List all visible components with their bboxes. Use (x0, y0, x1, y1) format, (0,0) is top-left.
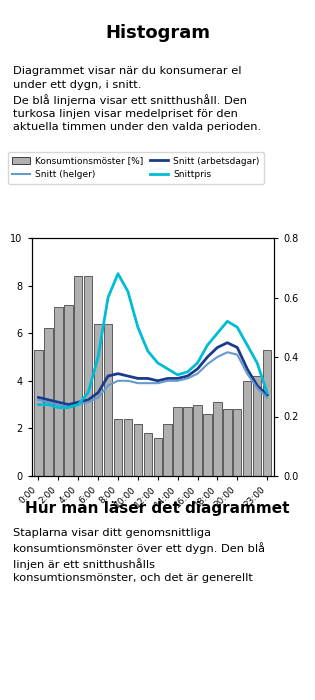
Bar (104, 323, 112, 476)
Bar (203, 414, 212, 476)
Bar (253, 376, 261, 476)
Bar (223, 410, 232, 476)
Bar (183, 407, 192, 476)
Bar (153, 438, 162, 476)
Bar (94, 323, 102, 476)
Bar (173, 407, 182, 476)
Text: Hur man läser det diagrammet: Hur man läser det diagrammet (25, 500, 290, 515)
Legend: Konsumtionsmöster [%], Snitt (helger), Snitt (arbetsdagar), Snittpris: Konsumtionsmöster [%], Snitt (helger), S… (8, 152, 264, 183)
Bar (114, 419, 122, 476)
Bar (34, 350, 43, 476)
Bar (124, 419, 132, 476)
Bar (213, 402, 222, 476)
Bar (193, 405, 202, 476)
Bar (263, 350, 271, 476)
Bar (84, 276, 92, 476)
Text: Diagrammet visar när du konsumerar el
under ett dygn, i snitt.
De blå linjerna v: Diagrammet visar när du konsumerar el un… (13, 66, 261, 132)
Bar (144, 433, 152, 476)
Text: Staplarna visar ditt genomsnittliga
konsumtionsmönster över ett dygn. Den blå
li: Staplarna visar ditt genomsnittliga kons… (13, 528, 265, 583)
Bar (74, 276, 83, 476)
Bar (44, 328, 53, 476)
Text: Histogram: Histogram (105, 25, 210, 43)
Bar (163, 424, 172, 476)
Bar (64, 304, 72, 476)
Bar (54, 307, 63, 476)
Bar (243, 381, 251, 476)
Bar (233, 410, 242, 476)
Bar (134, 424, 142, 476)
